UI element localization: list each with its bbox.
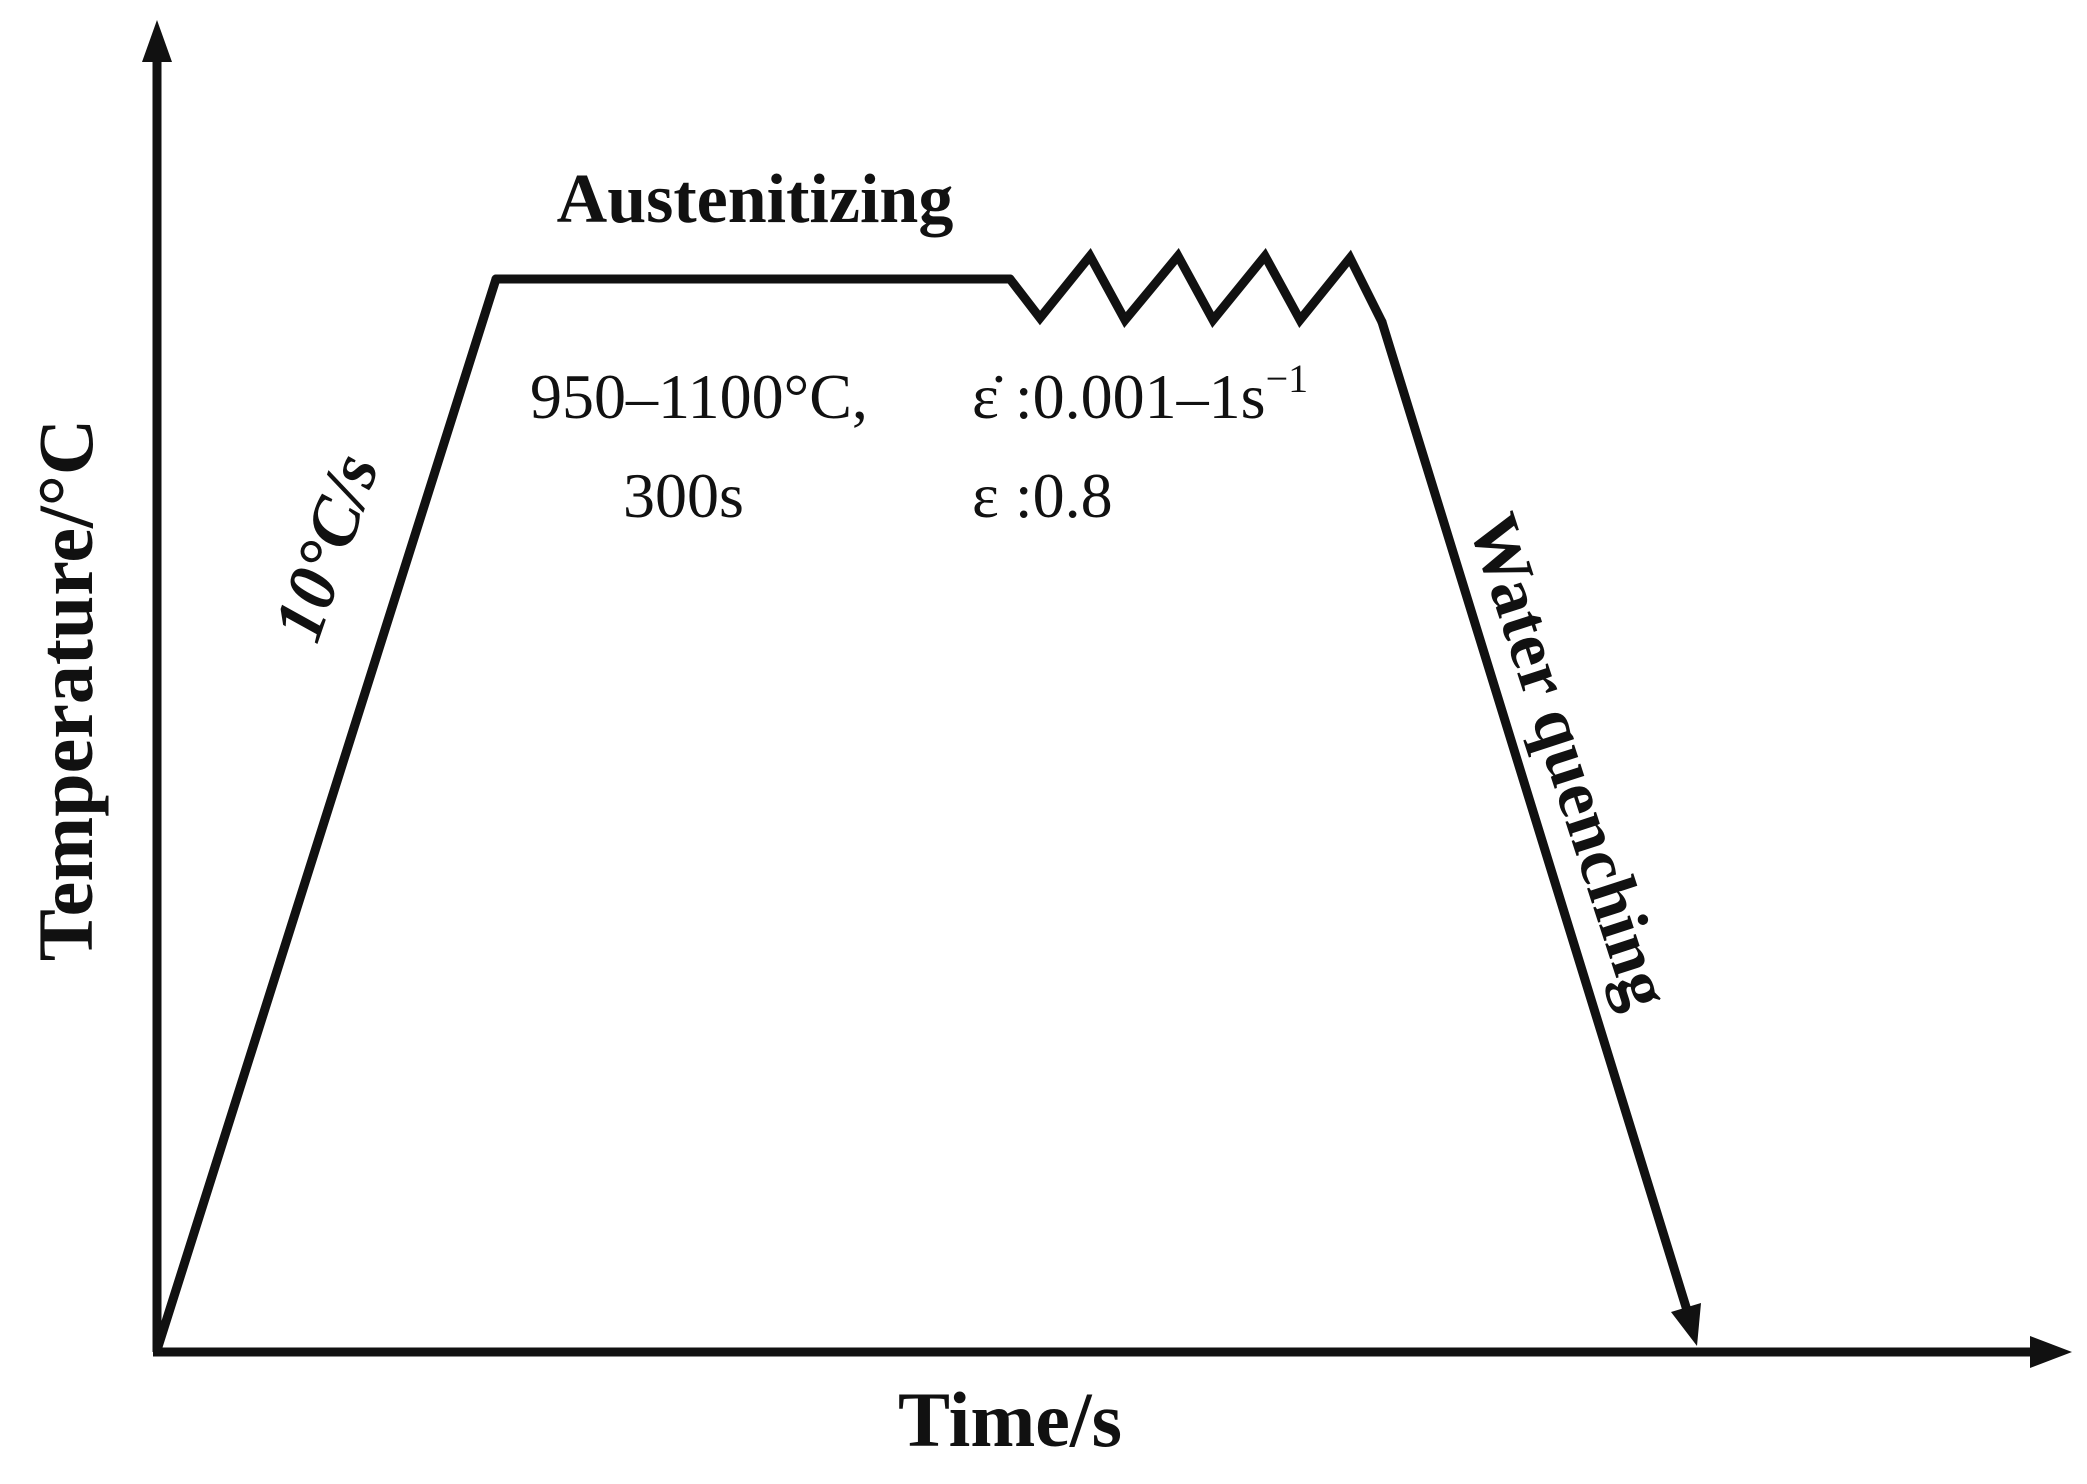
- deformation-zigzag-line: [1005, 247, 1387, 329]
- strain-symbol: ε: [972, 460, 999, 531]
- austenitizing-label: Austenitizing: [557, 161, 954, 238]
- hold-time-label: 300s: [623, 460, 744, 531]
- heating-rate-label: 10°C/s: [259, 445, 394, 651]
- x-axis-label: Time/s: [898, 1376, 1122, 1463]
- y-axis-arrow-icon: [142, 20, 172, 62]
- strain-rate-exponent: −1: [1266, 356, 1309, 401]
- strain-value: :0.8: [999, 460, 1113, 531]
- quenching-arrow-icon: [1671, 1303, 1701, 1346]
- strain-rate-symbol: ε̇: [972, 361, 1003, 432]
- strain-rate-label: ε̇ :0.001–1s−1: [972, 356, 1308, 432]
- heating-rate-text: 10°C/s: [259, 445, 394, 651]
- y-axis-label: Temperature/°C: [22, 419, 109, 961]
- heating-ramp-line: [152, 274, 501, 1355]
- strain-label: ε :0.8: [972, 460, 1113, 531]
- x-axis-arrow-icon: [2030, 1336, 2072, 1368]
- hold-temperature-label: 950–1100°C,: [530, 361, 868, 432]
- quenching-line: [1377, 317, 1695, 1325]
- strain-rate-value: :0.001–1s: [999, 361, 1266, 432]
